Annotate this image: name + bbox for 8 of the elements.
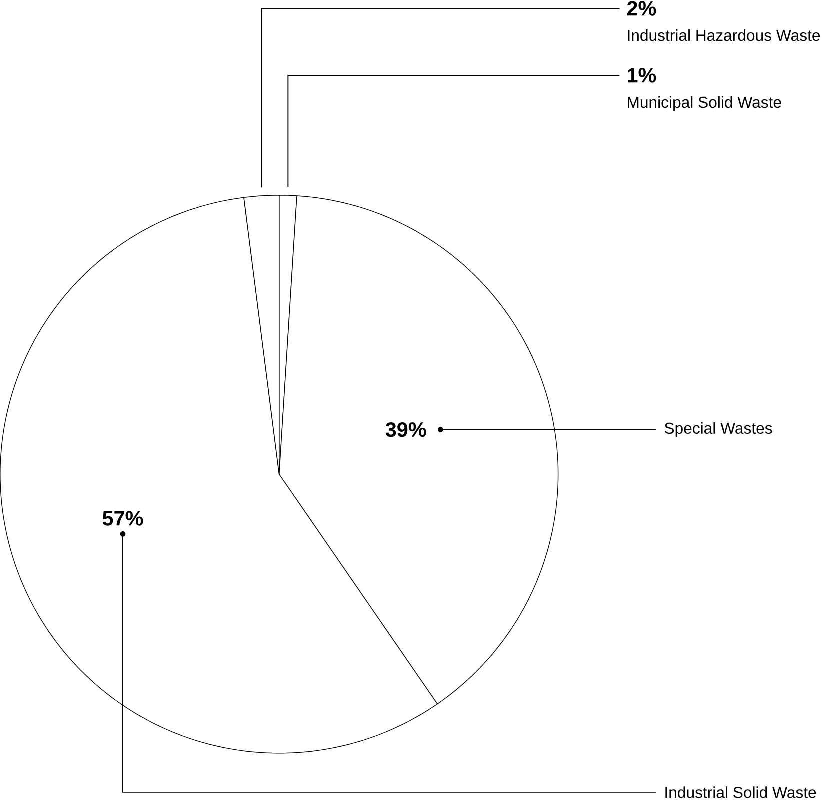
slice-label: Industrial Hazardous Waste [628,30,820,42]
slice-label: Special Wastes [664,422,772,438]
data-label: 39% [386,422,426,438]
data-label: 1% [628,68,656,83]
slice-label: Industrial Solid Waste [666,786,816,798]
data-label: 2% [627,1,656,16]
slice-label: Municipal Solid Waste [628,96,782,112]
data-label: 57% [102,511,144,526]
